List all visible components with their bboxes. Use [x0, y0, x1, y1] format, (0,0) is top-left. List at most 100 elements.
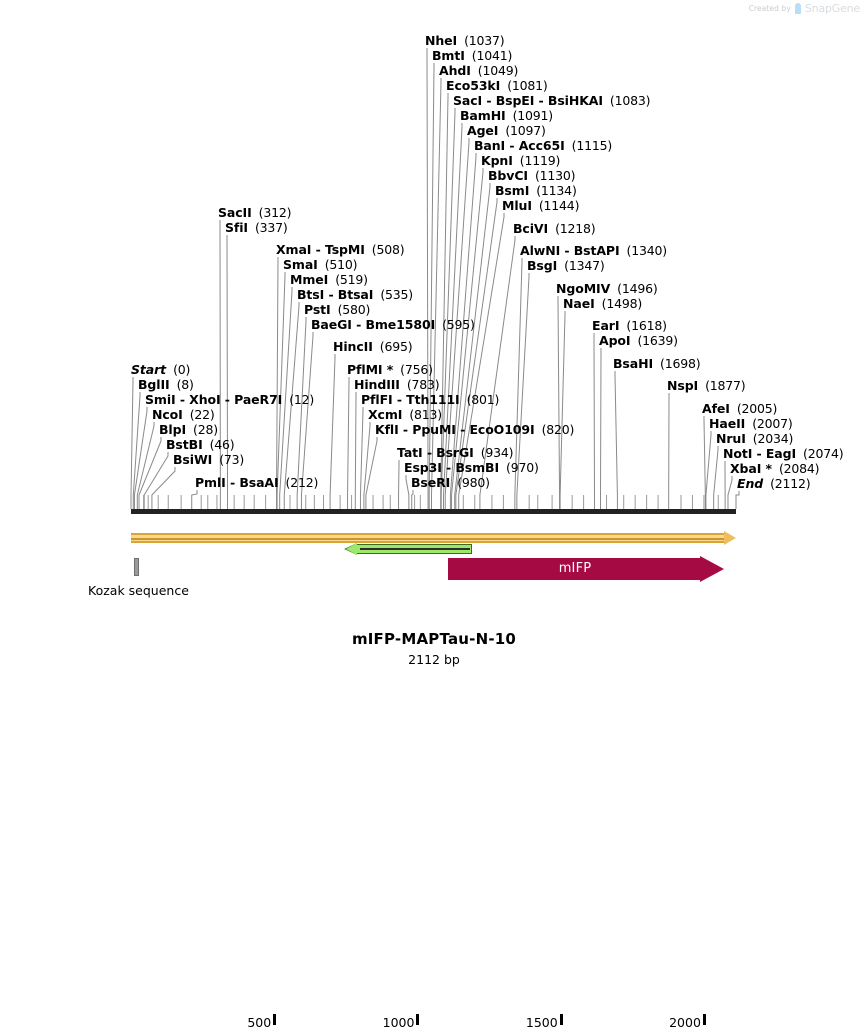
enzyme-name: EarI — [592, 318, 619, 333]
feature-green-arrowhead — [346, 543, 357, 555]
enzyme-position: (1041) — [472, 48, 512, 63]
enzyme-label-row[interactable]: AlwNI - BstAPI(1340) — [520, 245, 667, 258]
construct-name: mIFP-MAPTau-N-10 — [0, 630, 868, 648]
enzyme-label-row[interactable]: SmiI - XhoI - PaeR7I(12) — [145, 394, 314, 407]
enzyme-label-row[interactable]: End(2112) — [737, 478, 810, 491]
enzyme-label-row[interactable]: AfeI(2005) — [702, 403, 777, 416]
enzyme-label-row[interactable]: KpnI (1119) — [481, 155, 560, 168]
enzyme-label-row[interactable]: BtsI - BtsaI(535) — [297, 289, 413, 302]
enzyme-name: BamHI — [460, 108, 506, 123]
enzyme-position: (801) — [467, 392, 500, 407]
enzyme-name: SacI - BspEI - BsiHKAI — [453, 93, 603, 108]
enzyme-name: Start — [131, 362, 166, 377]
enzyme-label-row[interactable]: AgeI(1097) — [467, 125, 546, 138]
enzyme-label-row[interactable]: BbvCI(1130) — [488, 170, 575, 183]
enzyme-name: NgoMIV — [556, 281, 610, 296]
ruler-tick-mark — [560, 1014, 563, 1025]
enzyme-name: AlwNI - BstAPI — [520, 243, 620, 258]
enzyme-position: (1083) — [610, 93, 650, 108]
enzyme-label-row[interactable]: HincII(695) — [333, 341, 412, 354]
enzyme-name: NotI - EagI — [723, 446, 796, 461]
enzyme-position: (595) — [442, 317, 475, 332]
feature-mifp-arrow: mIFP — [448, 556, 724, 582]
enzyme-position: (28) — [193, 422, 218, 437]
enzyme-position: (1119) — [520, 153, 560, 168]
enzyme-label-row[interactable]: BseRI (980) — [411, 477, 490, 490]
enzyme-name: PmlI - BsaAI — [195, 475, 279, 490]
footer: mIFP-MAPTau-N-10 2112 bp — [0, 630, 868, 667]
enzyme-position: (0) — [173, 362, 190, 377]
enzyme-label-row[interactable]: PflMI *(756) — [347, 364, 433, 377]
enzyme-name: NspI — [667, 378, 698, 393]
enzyme-label-row[interactable]: XcmI(813) — [368, 409, 442, 422]
enzyme-label-row[interactable]: PstI(580) — [304, 304, 370, 317]
enzyme-position: (2074) — [803, 446, 843, 461]
enzyme-position: (2007) — [752, 416, 792, 431]
enzyme-label-row[interactable]: NspI(1877) — [667, 380, 745, 393]
enzyme-label-row[interactable]: SacII(312) — [218, 207, 291, 220]
enzyme-label-row[interactable]: SacI - BspEI - BsiHKAI (1083) — [453, 95, 650, 108]
enzyme-name: Esp3I - BsmBI — [404, 460, 499, 475]
enzyme-label-row[interactable]: BmtI(1041) — [432, 50, 512, 63]
enzyme-label-row[interactable]: Eco53kI(1081) — [446, 80, 548, 93]
enzyme-label-row[interactable]: HaeII(2007) — [709, 418, 793, 431]
enzyme-label-row[interactable]: MmeI(519) — [290, 274, 368, 287]
enzyme-position: (508) — [372, 242, 405, 257]
enzyme-position: (1037) — [464, 33, 504, 48]
enzyme-label-row[interactable]: BsgI(1347) — [527, 260, 605, 273]
enzyme-label-row[interactable]: TatI - BsrGI(934) — [397, 447, 513, 460]
enzyme-label-row[interactable]: NcoI(22) — [152, 409, 215, 422]
enzyme-label-row[interactable]: NruI(2034) — [716, 433, 793, 446]
enzyme-label-row[interactable]: BlpI(28) — [159, 424, 218, 437]
enzyme-label-row[interactable]: NotI - EagI (2074) — [723, 448, 843, 461]
enzyme-label-row[interactable]: BstBI(46) — [166, 439, 234, 452]
enzyme-position: (756) — [400, 362, 433, 377]
enzyme-name: PstI — [304, 302, 331, 317]
enzyme-label-row[interactable]: XbaI *(2084) — [730, 463, 819, 476]
enzyme-position: (980) — [457, 475, 490, 490]
ruler-tick-label: 500 — [247, 1015, 271, 1030]
enzyme-name: NruI — [716, 431, 746, 446]
enzyme-label-row[interactable]: BsiWI(73) — [173, 454, 244, 467]
enzyme-label-row[interactable]: BamHI(1091) — [460, 110, 553, 123]
enzyme-label-row[interactable]: BsaHI(1698) — [613, 358, 700, 371]
ruler-tick-mark — [273, 1014, 276, 1025]
enzyme-label-row[interactable]: PflFI - Tth111I(801) — [361, 394, 499, 407]
enzyme-position: (1081) — [507, 78, 547, 93]
enzyme-label-row[interactable]: Esp3I - BsmBI (970) — [404, 462, 539, 475]
enzyme-label-row[interactable]: NgoMIV(1496) — [556, 283, 658, 296]
enzyme-label-row[interactable]: BciVI(1218) — [513, 223, 595, 236]
enzyme-label-row[interactable]: NaeI(1498) — [563, 298, 642, 311]
enzyme-label-row[interactable]: PmlI - BsaAI(212) — [195, 477, 318, 490]
feature-green-inner-line — [360, 548, 470, 550]
enzyme-name: KflI - PpuMI - EcoO109I — [375, 422, 535, 437]
enzyme-position: (1144) — [539, 198, 579, 213]
enzyme-name: BseRI — [411, 475, 450, 490]
enzyme-position: (519) — [335, 272, 368, 287]
enzyme-label-row[interactable]: BsmI(1134) — [495, 185, 577, 198]
enzyme-label-row[interactable]: XmaI - TspMI(508) — [276, 244, 404, 257]
enzyme-label-row[interactable]: BaeGI - Bme1580I(595) — [311, 319, 475, 332]
enzyme-label-row[interactable]: BglII(8) — [138, 379, 194, 392]
enzyme-label-row[interactable]: SmaI(510) — [283, 259, 357, 272]
enzyme-label-row[interactable]: EarI(1618) — [592, 320, 667, 333]
ruler-tick-label: 1000 — [383, 1015, 415, 1030]
enzyme-name: AgeI — [467, 123, 498, 138]
enzyme-label-row[interactable]: KflI - PpuMI - EcoO109I(820) — [375, 424, 574, 437]
enzyme-name: AhdI — [439, 63, 471, 78]
enzyme-label-row[interactable]: AhdI(1049) — [439, 65, 518, 78]
enzyme-name: ApoI — [599, 333, 630, 348]
feature-kozak-label: Kozak sequence — [88, 583, 189, 598]
enzyme-name: TatI - BsrGI — [397, 445, 474, 460]
enzyme-label-row[interactable]: HindIII(783) — [354, 379, 439, 392]
enzyme-label-row[interactable]: NheI(1037) — [425, 35, 504, 48]
enzyme-position: (8) — [177, 377, 194, 392]
enzyme-position: (1134) — [536, 183, 576, 198]
enzyme-label-row[interactable]: SfiI(337) — [225, 222, 288, 235]
enzyme-label-row[interactable]: BanI - Acc65I(1115) — [474, 140, 612, 153]
enzyme-name: KpnI — [481, 153, 513, 168]
enzyme-label-row[interactable]: Start (0) — [131, 364, 190, 377]
enzyme-position: (970) — [506, 460, 539, 475]
enzyme-label-row[interactable]: MluI(1144) — [502, 200, 579, 213]
enzyme-label-row[interactable]: ApoI(1639) — [599, 335, 678, 348]
